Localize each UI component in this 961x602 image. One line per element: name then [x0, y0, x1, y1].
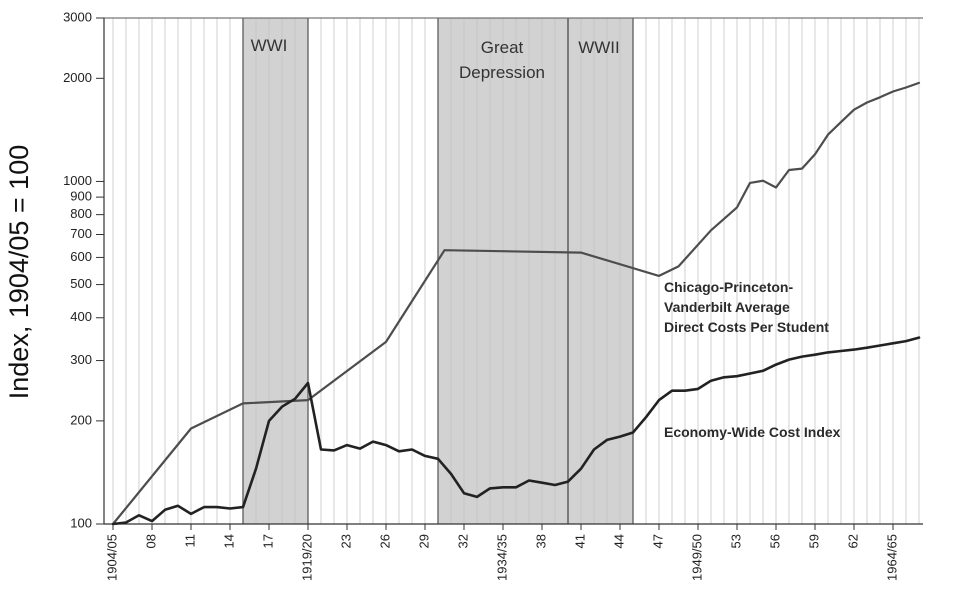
band-edges — [242, 18, 634, 524]
x-tick-label: 62 — [845, 534, 860, 548]
band-label-wwi: WWI — [251, 36, 288, 55]
y-tick-label: 300 — [70, 352, 92, 367]
x-tick-label: 44 — [611, 534, 626, 548]
axes — [96, 17, 923, 530]
band-label-great-depression: Great Depression — [459, 38, 545, 82]
x-tick-label: 29 — [416, 534, 431, 548]
event-bands — [243, 18, 633, 524]
x-tick-label: 32 — [455, 534, 470, 548]
x-tick-label: 1964/65 — [884, 534, 899, 581]
band-wwii — [568, 18, 633, 524]
y-tick-label: 800 — [70, 206, 92, 221]
series-label-economy-wide-cost-index: Economy-Wide Cost Index — [664, 424, 841, 440]
x-tick-label: 1934/35 — [494, 534, 509, 581]
x-tick-label: 41 — [572, 534, 587, 548]
x-tick-label: 17 — [260, 534, 275, 548]
series-lines — [111, 81, 921, 526]
series-label-chicago-princeton-vanderbilt-average-direct-costs-per-student: Chicago-Princeton-Vanderbilt Average Dire… — [664, 279, 829, 335]
series-line-economy-wide-cost-index — [111, 336, 921, 526]
y-tick-label: 900 — [70, 189, 92, 204]
y-tick-label: 700 — [70, 226, 92, 241]
band-labels: WWI Great Depression WWII — [251, 36, 620, 82]
y-tick-label: 3000 — [63, 9, 92, 24]
y-tick-label: 1000 — [63, 173, 92, 188]
y-tick-label: 2000 — [63, 70, 92, 85]
x-tick-label: 56 — [767, 534, 782, 548]
y-axis-label: Index, 1904/05 = 100 — [4, 145, 34, 399]
x-tick-label: 08 — [143, 534, 158, 548]
y-tick-label: 600 — [70, 249, 92, 264]
x-tick-label: 23 — [338, 534, 353, 548]
x-tick-label: 38 — [533, 534, 548, 548]
y-tick-label: 500 — [70, 276, 92, 291]
x-tick-label: 1919/20 — [299, 534, 314, 581]
x-tick-labels: 1904/05 08 11 14 17 1919/20 23 26 29 32 1934/35 38 4… — [104, 534, 899, 581]
x-tick-label: 11 — [182, 534, 197, 548]
x-tick-label: 26 — [377, 534, 392, 548]
y-tick-label: 100 — [70, 515, 92, 530]
x-tick-label: 1904/05 — [104, 534, 119, 581]
series-line-chicago-princeton-vanderbilt-average-direct-costs-per-student — [111, 81, 921, 526]
x-tick-label: 1949/50 — [689, 534, 704, 581]
x-tick-label: 14 — [221, 534, 236, 548]
band-wwi — [243, 18, 308, 524]
y-tick-label: 200 — [70, 412, 92, 427]
x-tick-label: 59 — [806, 534, 821, 548]
series-labels: Chicago-Princeton-Vanderbilt Average Dire… — [664, 279, 841, 440]
x-tick-label: 53 — [728, 534, 743, 548]
band-label-wwii: WWII — [578, 38, 620, 57]
y-tick-label: 400 — [70, 309, 92, 324]
x-tick-label: 47 — [650, 534, 665, 548]
